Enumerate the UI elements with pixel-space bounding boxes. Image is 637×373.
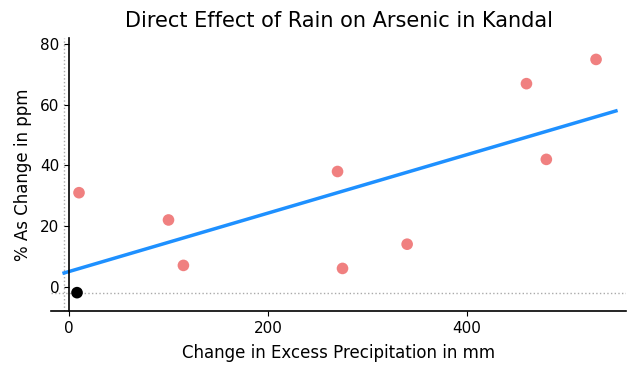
Point — [164, 217, 174, 223]
Point — [402, 241, 412, 247]
Point — [541, 156, 552, 162]
Point — [74, 190, 84, 196]
Y-axis label: % As Change in ppm: % As Change in ppm — [13, 88, 32, 261]
Point — [591, 56, 601, 62]
Title: Direct Effect of Rain on Arsenic in Kandal: Direct Effect of Rain on Arsenic in Kand… — [124, 11, 552, 31]
Point — [178, 263, 189, 269]
X-axis label: Change in Excess Precipitation in mm: Change in Excess Precipitation in mm — [182, 344, 495, 362]
Point — [72, 290, 82, 296]
Point — [333, 169, 343, 175]
Point — [521, 81, 531, 87]
Point — [338, 266, 348, 272]
